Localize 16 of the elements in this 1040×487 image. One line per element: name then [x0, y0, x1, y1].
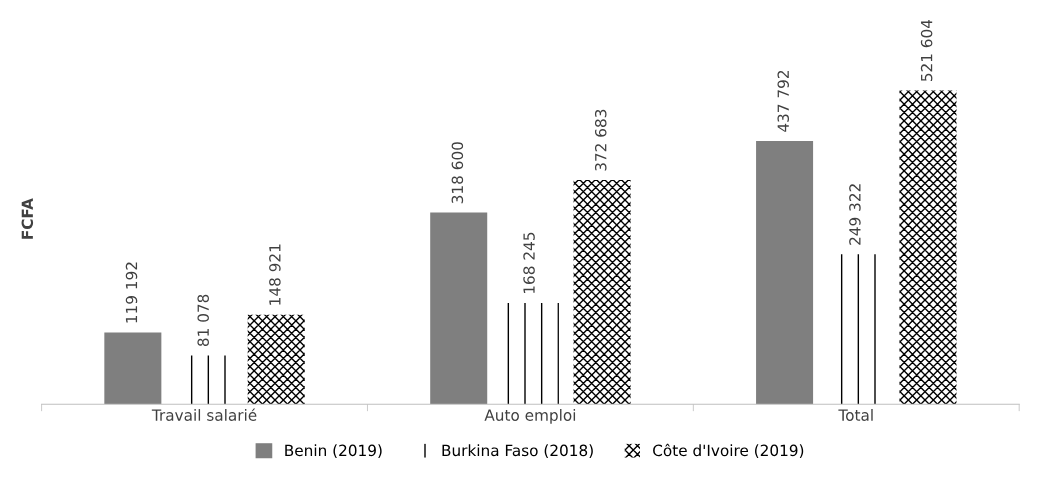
- x-tick-label: Auto emploi: [484, 409, 576, 424]
- data-label: 318 600: [451, 142, 464, 204]
- data-label: 437 792: [777, 70, 790, 132]
- data-label: 521 604: [920, 19, 933, 82]
- data-label: 249 322: [849, 184, 861, 245]
- legend-label: Côte d'Ivoire (2019): [653, 443, 804, 458]
- data-label: 168 245: [523, 232, 535, 294]
- x-tick-label: Travail salarié: [151, 408, 257, 421]
- legend-label: Burkina Faso (2018): [442, 444, 593, 458]
- data-label: 81 078: [197, 294, 209, 347]
- x-tick-label: Total: [838, 409, 873, 421]
- data-label: 119 192: [125, 262, 138, 323]
- y-axis-title: FCFA: [21, 198, 34, 239]
- data-label: 148 921: [269, 244, 281, 305]
- legend-label: Benin (2019): [285, 444, 382, 458]
- data-label: 372 683: [594, 109, 607, 171]
